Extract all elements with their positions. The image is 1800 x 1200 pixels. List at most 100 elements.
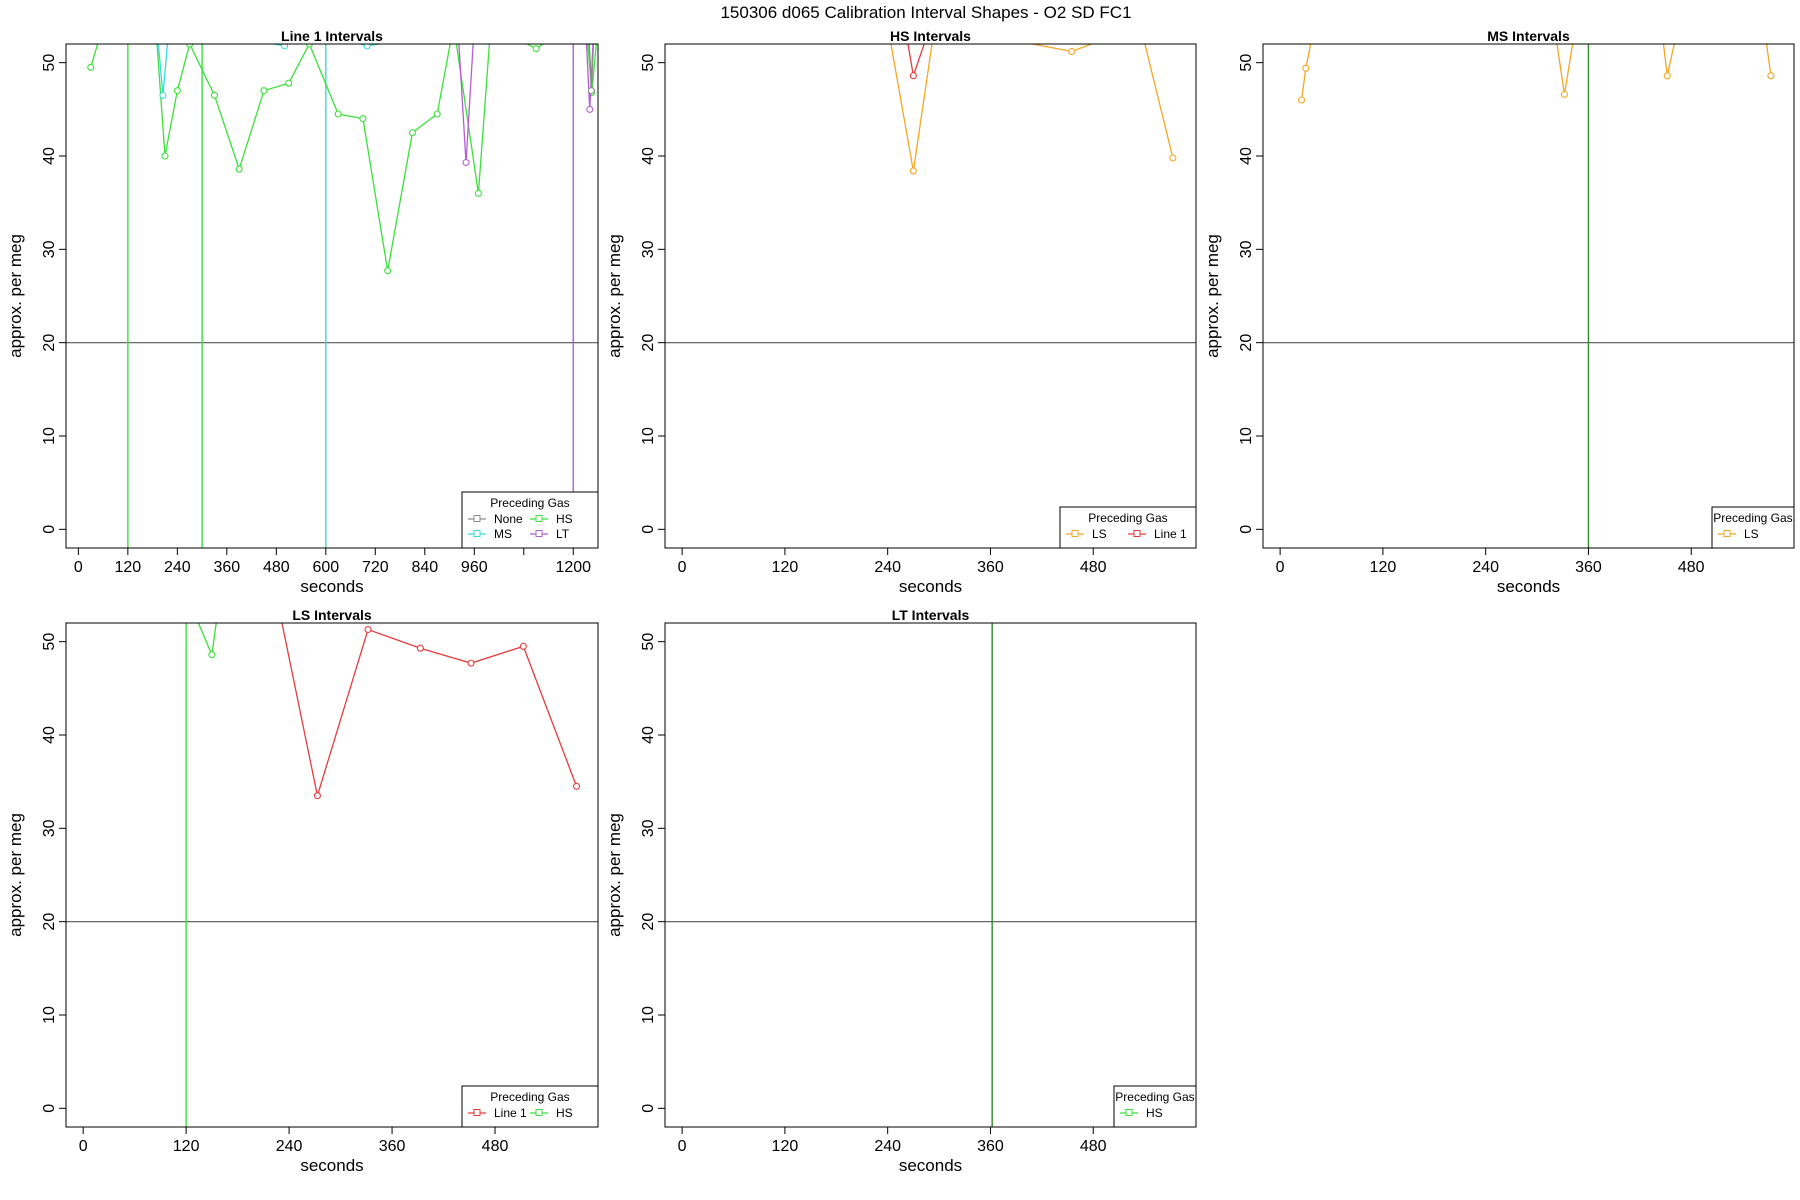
x-tick-label: 0 [678, 559, 687, 576]
data-point [87, 63, 95, 71]
x-tick-label: 480 [1080, 559, 1107, 576]
legend-entry: LS [1744, 527, 1759, 541]
panel-2: HS Intervals 0 10 20 30 40 50 0 120 240 360 480 seco… [605, 28, 1197, 596]
legend-swatch-marker [473, 1109, 481, 1116]
legend-box [461, 491, 599, 549]
y-tick-label: 40 [1238, 147, 1255, 165]
plot-frame [65, 622, 599, 1128]
plot-frame [664, 622, 1197, 1128]
panel-title: MS Intervals [1487, 28, 1570, 44]
y-axis-label: approx. per meg [605, 813, 624, 937]
y-tick-label: 0 [640, 525, 657, 534]
data-point [587, 87, 595, 95]
panel-5: LT Intervals 0 10 20 30 40 50 0 120 240 360 480 seco… [605, 607, 1197, 1175]
y-tick-label: 0 [640, 1104, 657, 1113]
x-axis-label: seconds [1497, 577, 1560, 596]
data-point [173, 87, 181, 95]
plot-frame [1262, 43, 1795, 549]
data-point [208, 651, 216, 659]
data-point [305, 44, 313, 48]
data-point [359, 115, 367, 123]
y-tick-label: 0 [41, 525, 58, 534]
x-tick-label: 120 [173, 1138, 200, 1155]
legend-entry: Line 1 [1154, 527, 1187, 541]
panel-4: LS Intervals 0 10 20 30 40 50 0 120 240 360 480 seco… [6, 607, 599, 1175]
x-tick-label: 1200 [555, 559, 591, 576]
legend-swatch-marker [1125, 1109, 1133, 1116]
legend-title: Preceding Gas [490, 496, 569, 510]
y-tick-label: 10 [41, 427, 58, 445]
x-tick-label: 120 [1370, 559, 1397, 576]
x-tick-label: 240 [874, 1138, 901, 1155]
x-tick-label: 360 [213, 559, 240, 576]
data-point [364, 625, 372, 634]
legend: Preceding Gas Line 1 HS [461, 1085, 599, 1128]
data-point [433, 110, 441, 118]
legend-entry: HS [556, 1106, 573, 1120]
y-tick-label: 10 [1238, 427, 1255, 445]
y-tick-label: 20 [41, 913, 58, 931]
x-tick-label: 120 [115, 559, 142, 576]
legend-title: Preceding Gas [1115, 1090, 1194, 1104]
plot-frame [664, 43, 1197, 549]
x-tick-label: 600 [312, 559, 339, 576]
data-point [1560, 90, 1569, 98]
y-tick-label: 50 [640, 54, 657, 72]
legend-box [1711, 506, 1795, 549]
legend-entry: HS [556, 512, 573, 526]
y-tick-label: 50 [41, 54, 58, 72]
x-tick-label: 360 [1575, 559, 1602, 576]
y-tick-label: 20 [640, 913, 657, 931]
data-point [363, 44, 371, 50]
data-point [186, 44, 194, 48]
y-tick-label: 40 [640, 147, 657, 165]
legend-box [1113, 1085, 1197, 1128]
x-tick-label: 960 [461, 559, 488, 576]
data-point [161, 152, 169, 160]
x-tick-label: 0 [1276, 559, 1285, 576]
x-tick-label: 480 [482, 1138, 509, 1155]
y-tick-label: 40 [41, 147, 58, 165]
x-tick-label: 480 [263, 559, 290, 576]
x-tick-label: 360 [977, 559, 1004, 576]
legend-swatch-marker [473, 515, 481, 522]
data-point [909, 72, 917, 80]
plot-area [665, 623, 1196, 1127]
data-point [408, 129, 416, 137]
legend-entry: Line 1 [494, 1106, 527, 1120]
x-tick-label: 240 [1472, 559, 1499, 576]
plot-area [66, 44, 598, 548]
legend-swatch-marker [535, 1109, 543, 1116]
legend-entry: LT [556, 527, 570, 541]
panel-title: Line 1 Intervals [281, 28, 383, 44]
data-point [909, 167, 917, 175]
data-point [260, 87, 268, 95]
data-point [474, 189, 482, 197]
y-tick-label: 50 [1238, 54, 1255, 72]
y-tick-label: 30 [41, 819, 58, 837]
legend-entry: HS [1146, 1106, 1163, 1120]
legend-box [1059, 506, 1197, 549]
data-point [586, 105, 594, 113]
series-line-ls [890, 44, 1174, 172]
series-line-hs [197, 623, 217, 658]
legend-entry: MS [494, 527, 512, 541]
plot-area [665, 44, 1196, 344]
y-axis-label: approx. per meg [6, 234, 25, 358]
data-point [532, 45, 540, 53]
y-tick-label: 10 [41, 1006, 58, 1024]
y-tick-label: 30 [640, 819, 657, 837]
x-tick-label: 360 [977, 1138, 1004, 1155]
legend: Preceding Gas LS [1711, 506, 1795, 549]
data-point [462, 158, 470, 167]
y-tick-label: 10 [640, 1006, 657, 1024]
data-point [1297, 96, 1306, 104]
data-point [285, 79, 293, 87]
data-point [1663, 72, 1671, 80]
legend-title: Preceding Gas [490, 1090, 569, 1104]
series-line-line-1 [281, 623, 578, 796]
data-point [1302, 64, 1310, 72]
y-tick-label: 0 [1238, 525, 1255, 534]
x-tick-label: 840 [411, 559, 438, 576]
